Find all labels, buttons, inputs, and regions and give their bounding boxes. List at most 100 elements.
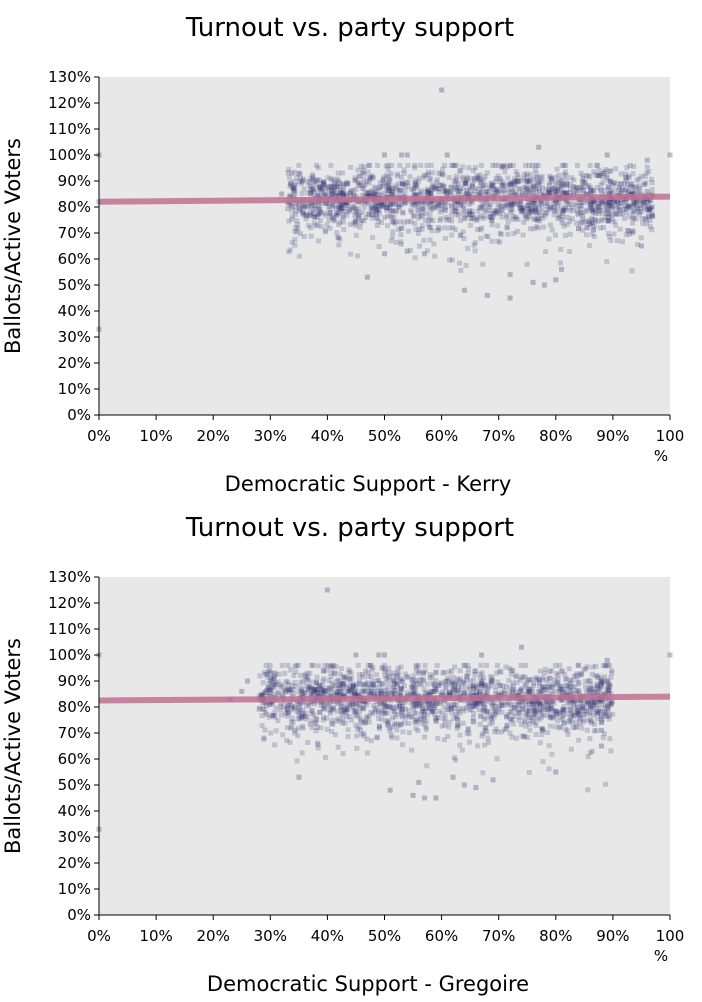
data-point: [553, 277, 559, 283]
data-point: [557, 709, 563, 715]
data-point: [477, 189, 483, 195]
data-point: [403, 714, 409, 720]
data-point: [647, 198, 653, 204]
data-point: [366, 193, 372, 198]
data-point: [481, 213, 487, 219]
data-point: [519, 699, 525, 705]
data-point: [629, 190, 635, 196]
data-point: [486, 214, 492, 220]
data-point: [464, 188, 470, 193]
data-point: [388, 733, 394, 738]
data-point: [374, 210, 379, 216]
data-point: [384, 201, 390, 207]
data-point: [462, 192, 468, 198]
data-point: [463, 180, 469, 186]
data-point: [426, 216, 432, 222]
data-point: [525, 686, 531, 692]
data-point: [297, 680, 303, 686]
data-point: [537, 209, 543, 215]
data-point: [510, 162, 516, 168]
data-point: [508, 180, 514, 186]
data-point: [382, 662, 387, 668]
data-point: [535, 698, 541, 704]
data-point: [503, 204, 509, 210]
data-point: [509, 689, 515, 695]
data-point: [604, 207, 610, 212]
data-point: [591, 199, 596, 204]
data-point: [449, 668, 454, 674]
data-point: [337, 718, 343, 724]
data-point: [425, 189, 431, 195]
data-point: [566, 190, 572, 196]
data-point: [392, 687, 398, 693]
data-point: [557, 686, 563, 692]
data-point: [398, 685, 404, 691]
data-point: [526, 690, 532, 696]
data-point: [610, 207, 616, 213]
data-point: [510, 213, 516, 219]
data-point: [493, 704, 499, 710]
data-point: [341, 192, 347, 198]
data-point: [430, 206, 435, 212]
data-point: [589, 699, 594, 705]
data-point: [561, 162, 567, 168]
data-point: [426, 190, 432, 196]
data-point: [398, 664, 404, 670]
trend-layer: [98, 693, 671, 704]
data-point: [308, 189, 314, 195]
data-point: [313, 716, 319, 722]
data-point: [585, 225, 591, 231]
data-point: [292, 237, 298, 243]
data-point: [492, 211, 498, 217]
data-point: [371, 703, 377, 708]
data-point: [303, 216, 309, 222]
data-point: [481, 706, 487, 712]
data-point: [405, 180, 411, 186]
data-point: [288, 687, 294, 693]
data-point: [539, 178, 545, 184]
data-point: [506, 677, 512, 683]
data-point: [559, 205, 565, 211]
data-point: [346, 685, 352, 691]
data-point: [471, 677, 477, 683]
data-point: [348, 687, 354, 693]
data-point: [322, 227, 328, 233]
data-point: [520, 208, 526, 214]
data-point: [448, 190, 454, 196]
data-point: [535, 677, 541, 682]
data-point: [516, 702, 522, 708]
data-point: [634, 206, 640, 211]
data-point: [444, 152, 450, 158]
data-point: [449, 202, 455, 208]
data-point: [362, 182, 368, 187]
data-point: [416, 779, 422, 785]
data-point: [245, 678, 250, 684]
data-point: [591, 712, 596, 718]
data-point: [495, 679, 501, 685]
data-point: [362, 681, 368, 687]
data-point: [474, 192, 480, 197]
data-point: [504, 714, 509, 720]
data-point: [482, 742, 488, 748]
data-point: [336, 682, 342, 688]
data-point: [309, 725, 315, 731]
data-point: [517, 687, 523, 693]
data-point: [630, 220, 635, 226]
data-point: [594, 683, 600, 688]
data-point: [388, 185, 394, 191]
data-point: [524, 171, 530, 177]
data-point: [576, 697, 582, 703]
data-point: [315, 193, 320, 199]
data-point: [346, 669, 352, 675]
data-point: [430, 703, 436, 709]
data-point: [350, 684, 356, 690]
data-point: [295, 222, 301, 227]
data-point: [588, 204, 594, 210]
data-point: [393, 680, 399, 686]
data-point: [382, 687, 388, 693]
data-point: [621, 206, 627, 212]
data-point: [344, 212, 350, 218]
data-point: [320, 717, 326, 723]
data-point: [461, 216, 467, 222]
data-point: [604, 259, 610, 265]
